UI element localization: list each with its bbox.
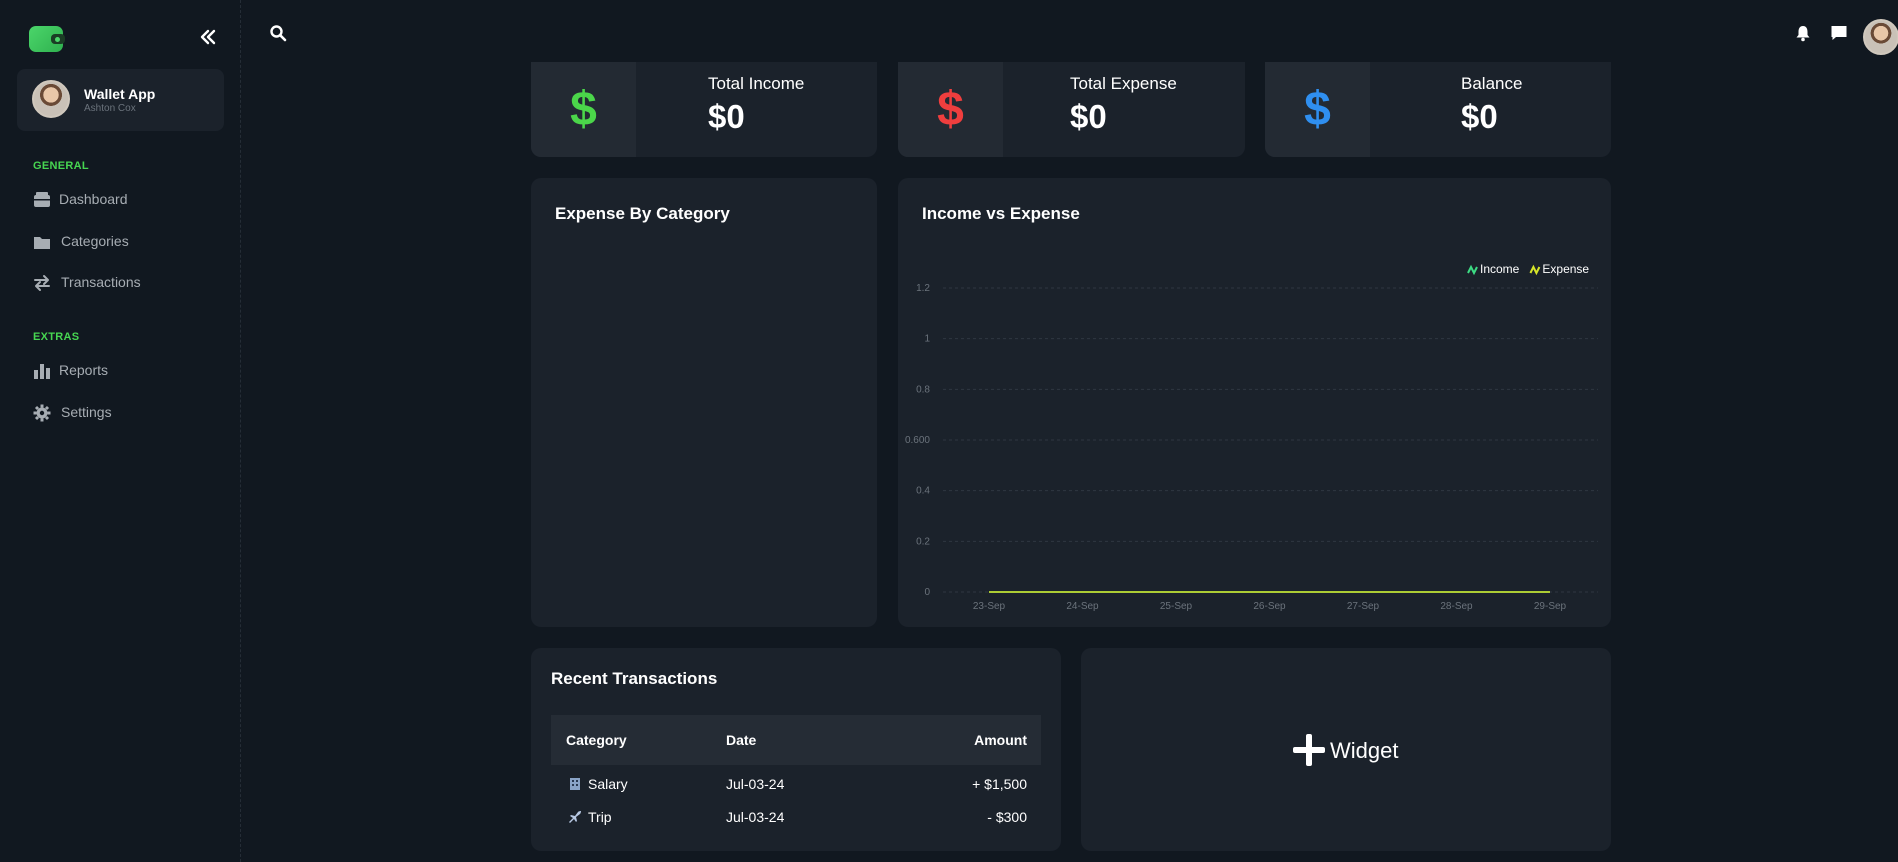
category-label: Salary: [588, 775, 628, 792]
cell-category: Salary: [551, 776, 726, 792]
add-widget-card: Widget: [1081, 648, 1611, 851]
legend-marker: [1529, 264, 1541, 276]
sidebar-item-label: Dashboard: [59, 191, 128, 207]
legend-label: Expense: [1542, 262, 1589, 276]
y-tick-label: 1.2: [916, 283, 930, 294]
stat-value: $0: [708, 98, 745, 135]
column-header-date: Date: [726, 732, 757, 748]
airplane-icon: [568, 810, 582, 824]
user-profile-card[interactable]: Wallet App Ashton Cox: [17, 69, 224, 131]
sidebar-item-categories[interactable]: Categories: [33, 230, 129, 252]
folder-icon: [33, 233, 50, 249]
income-vs-expense-card: Income vs Expense 0 0.2 0.4 0.600 0.8 1 1.2 23-…: [898, 178, 1611, 627]
app-logo[interactable]: [29, 26, 65, 52]
cell-date: Jul-03-24: [726, 808, 785, 825]
stat-title: Balance: [1461, 74, 1523, 93]
section-label-extras: EXTRAS: [33, 331, 80, 343]
exchange-icon: [33, 274, 50, 291]
stat-card-balance: $ Balance $0: [1265, 62, 1611, 157]
y-tick-label: 0: [924, 587, 930, 598]
x-tick-label: 26-Sep: [1253, 601, 1286, 612]
category-label: Trip: [588, 808, 612, 825]
app-name: Wallet App: [84, 86, 156, 102]
sidebar-item-transactions[interactable]: Transactions: [33, 271, 141, 293]
dollar-icon: $: [1265, 62, 1370, 157]
income-vs-expense-chart: 0 0.2 0.4 0.600 0.8 1 1.2 23-Sep 24-Sep 25-Sep 26-…: [905, 262, 1598, 612]
transactions-table: Category Date Amount Salary Jul-03-24 + …: [551, 715, 1041, 833]
stat-value: $0: [1070, 98, 1107, 135]
y-tick-label: 0.600: [905, 435, 930, 446]
add-widget-button[interactable]: Widget: [1292, 733, 1398, 769]
stat-value: $0: [1461, 98, 1498, 135]
x-tick-label: 29-Sep: [1534, 601, 1567, 612]
cell-amount: + $1,500: [972, 775, 1027, 792]
sidebar-item-settings[interactable]: Settings: [33, 401, 112, 423]
y-tick-label: 0.2: [916, 536, 930, 547]
stat-card-total-income: $ Total Income $0: [531, 62, 877, 157]
card-title: Income vs Expense: [922, 204, 1080, 223]
expense-by-category-card: Expense By Category: [531, 178, 877, 627]
cell-category: Trip: [551, 809, 726, 825]
cell-date: Jul-03-24: [726, 775, 785, 792]
search-icon[interactable]: [269, 24, 287, 42]
stat-card-total-expense: $ Total Expense $0: [898, 62, 1245, 157]
bar-chart-icon: [33, 362, 50, 379]
collapse-sidebar-icon[interactable]: [199, 28, 219, 48]
gear-icon: [33, 404, 51, 422]
cell-amount: - $300: [987, 808, 1027, 825]
table-header: Category Date Amount: [551, 715, 1041, 765]
table-row[interactable]: Salary Jul-03-24 + $1,500: [551, 767, 1041, 800]
column-header-amount: Amount: [974, 732, 1027, 748]
sidebar-item-dashboard[interactable]: Dashboard: [33, 188, 128, 210]
section-label-general: GENERAL: [33, 160, 89, 172]
x-tick-label: 28-Sep: [1440, 601, 1473, 612]
add-widget-label: Widget: [1330, 738, 1399, 763]
x-tick-label: 27-Sep: [1347, 601, 1380, 612]
user-avatar-button[interactable]: [1863, 19, 1898, 55]
legend-label: Income: [1480, 262, 1520, 276]
y-tick-label: 1: [924, 334, 930, 345]
y-tick-label: 0.8: [916, 384, 930, 395]
sidebar-item-label: Categories: [61, 233, 129, 249]
sidebar-item-label: Settings: [61, 404, 112, 420]
bell-icon[interactable]: [1794, 24, 1812, 42]
stat-title: Total Income: [708, 74, 805, 93]
sidebar-item-label: Reports: [59, 362, 109, 378]
recent-transactions-card: Recent Transactions Category Date Amount…: [531, 648, 1061, 851]
column-header-category: Category: [566, 732, 627, 748]
sidebar-item-label: Transactions: [61, 274, 141, 290]
card-title: Recent Transactions: [551, 669, 718, 688]
dollar-icon: $: [531, 62, 636, 157]
table-row[interactable]: Trip Jul-03-24 - $300: [551, 800, 1041, 833]
x-tick-label: 23-Sep: [973, 601, 1006, 612]
dollar-icon: $: [898, 62, 1003, 157]
y-tick-label: 0.4: [916, 486, 930, 497]
plus-icon: [1292, 733, 1326, 769]
x-tick-label: 25-Sep: [1160, 601, 1193, 612]
sidebar: Wallet App Ashton Cox GENERAL Dashboard …: [0, 0, 241, 862]
stat-title: Total Expense: [1070, 74, 1177, 93]
building-icon: [568, 777, 582, 791]
message-icon[interactable]: [1830, 24, 1848, 42]
card-title: Expense By Category: [555, 204, 730, 223]
sidebar-item-reports[interactable]: Reports: [33, 359, 108, 381]
user-name: Ashton Cox: [84, 103, 136, 114]
dashboard-icon: [33, 191, 50, 207]
legend-marker: [1467, 264, 1478, 276]
x-tick-label: 24-Sep: [1066, 601, 1099, 612]
avatar: [32, 80, 70, 118]
